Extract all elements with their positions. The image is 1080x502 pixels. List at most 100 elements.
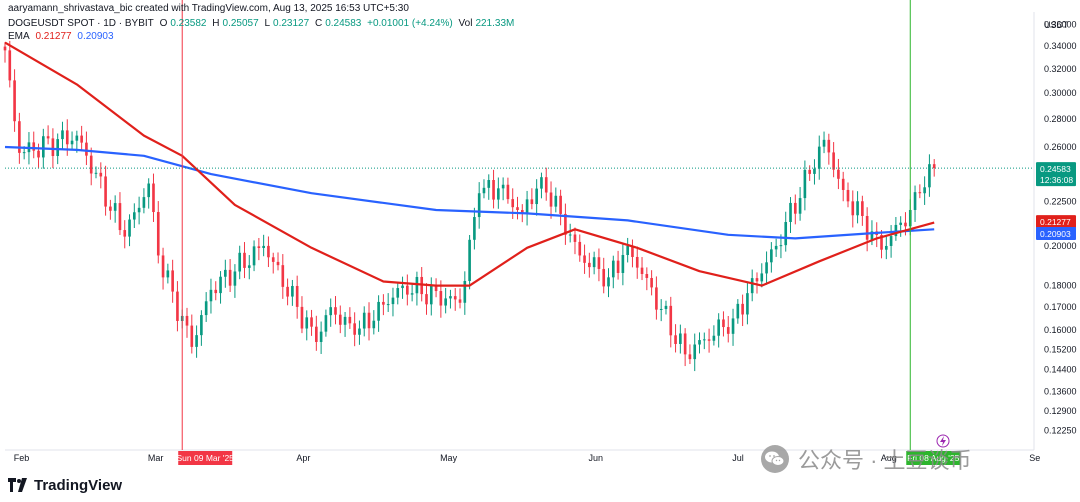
candle-body [904, 222, 907, 227]
close-label: C [314, 18, 323, 29]
candle-body [362, 312, 366, 329]
candle-body [525, 199, 529, 214]
candle-body [832, 152, 835, 170]
ema-fast-tag-bg [1036, 215, 1076, 229]
candle-body [693, 344, 697, 360]
tradingview-logo-icon [8, 478, 27, 492]
candle-body [846, 189, 850, 202]
candle-body [932, 164, 936, 169]
candle-body [837, 169, 840, 179]
candle-body [564, 213, 567, 235]
candle-body [22, 152, 26, 154]
candle-body [865, 215, 869, 240]
candle-body [688, 354, 692, 360]
candle-body [851, 201, 855, 216]
candle-body [789, 202, 792, 222]
x-tick-label: Feb [14, 453, 30, 463]
ema-legend[interactable]: EMA 0.21277 0.20903 [8, 31, 117, 42]
candle-body [497, 188, 500, 200]
candle-body [109, 206, 112, 211]
low-value: 0.23127 [273, 18, 310, 29]
candle-body [343, 316, 347, 325]
candle-body [616, 260, 620, 273]
candle-body [32, 142, 36, 151]
candle-body [607, 277, 610, 287]
candle-body [89, 155, 93, 174]
last-price-tag-bg [1036, 162, 1076, 187]
credit-text: aaryamann_shrivastava_bic created with T… [8, 3, 409, 14]
candle-body [439, 291, 443, 306]
ema-slow-tag-bg [1036, 227, 1076, 241]
candle-body [252, 246, 256, 266]
candle-body [300, 306, 304, 329]
candle-body [674, 335, 677, 344]
candle-body [401, 285, 404, 289]
candle-body [492, 180, 495, 200]
candle-body [722, 319, 725, 328]
candle-body [295, 285, 299, 307]
watermark-text: 公众号 · 土豆谈币 [798, 448, 972, 473]
candle-body [449, 296, 452, 299]
candle-body [219, 276, 222, 294]
candle-body [717, 319, 720, 336]
candle-body [861, 201, 864, 216]
candle-body [271, 257, 275, 262]
candle-body [453, 296, 457, 300]
candle-body [56, 139, 60, 157]
y-tick-label: 0.17000 [1044, 302, 1077, 312]
candle-body [884, 245, 888, 250]
candle-body [798, 198, 802, 214]
candle-body [310, 317, 313, 327]
candle-body [808, 169, 811, 174]
candle-body [813, 168, 816, 174]
candle-body [784, 221, 788, 246]
last-price-tag-text: 0.24583 [1040, 164, 1071, 174]
candle-body [65, 130, 69, 145]
candle-body [750, 278, 754, 294]
candle-body [918, 192, 922, 194]
candle-body [113, 203, 117, 211]
marker-tag [906, 451, 961, 465]
candle-body [923, 187, 926, 194]
candle-body [367, 312, 371, 329]
candle-body [554, 195, 558, 207]
candle-body [659, 308, 663, 310]
candle-body [731, 318, 735, 334]
candle-body [889, 236, 893, 246]
x-tick-label: Apr [296, 453, 310, 463]
candle-body [559, 195, 562, 214]
candle-body [128, 219, 131, 237]
candle-body [61, 130, 64, 140]
candle-body [520, 210, 524, 214]
x-tick-label: Aug [881, 453, 897, 463]
candle-body [372, 320, 376, 329]
candle-body [147, 183, 151, 198]
symbol-title[interactable]: DOGEUSDT SPOT · 1D · BYBIT [8, 18, 154, 29]
x-tick-label: Jun [589, 453, 604, 463]
tradingview-brand[interactable]: TradingView [8, 474, 122, 496]
candle-body [669, 305, 673, 336]
candle-body [626, 245, 629, 256]
candle-body [80, 135, 83, 143]
chart-credit: aaryamann_shrivastava_bic created with T… [8, 3, 412, 14]
candle-body [238, 252, 242, 272]
candle-body [104, 176, 107, 207]
candle-body [741, 303, 744, 315]
y-tick-label: 0.22500 [1044, 197, 1077, 207]
candle-body [602, 268, 606, 287]
candle-body [137, 207, 141, 213]
candle-body [578, 241, 582, 256]
candle-body [142, 197, 146, 208]
candle-body [156, 212, 160, 256]
candle-body [631, 245, 634, 257]
candle-body [501, 184, 505, 189]
candle-body [458, 299, 462, 303]
candle-body [650, 277, 653, 288]
ema-fast-value: 0.21277 [35, 31, 72, 42]
y-tick-label: 0.13600 [1044, 386, 1077, 396]
candle-body [334, 307, 337, 315]
candle-body [583, 255, 586, 263]
candle-body [779, 245, 783, 247]
candle-body [434, 285, 438, 292]
